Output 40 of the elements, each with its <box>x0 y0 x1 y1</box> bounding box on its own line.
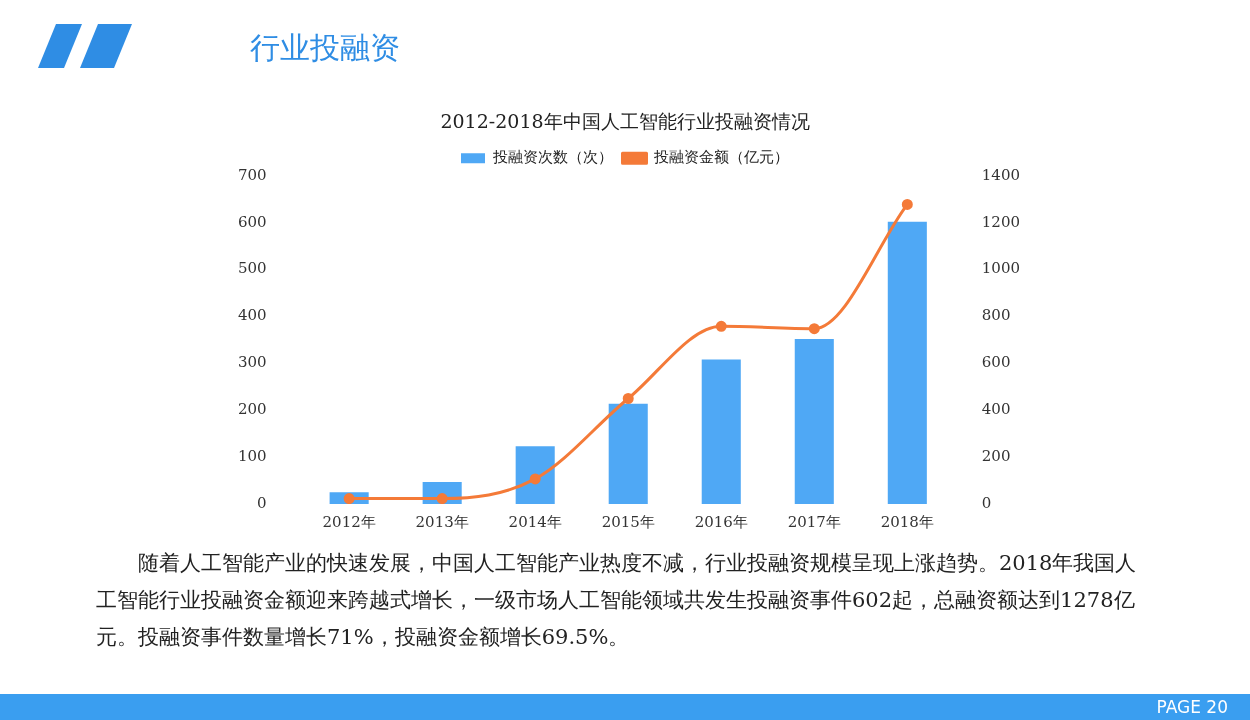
text: 随着人工智能产业的快速发展，中国人工智能产业热度不减，行业投融资规模呈现上涨趋势。2018年我国人工智能行业投融资金额迎来跨越式增长，一级市场人工智能领域共发生投融资事件602起，总融资额达到1278亿元。投融资事件数量增长71%，投融资金额增长69.5%。 <box>96 550 1138 651</box>
text: PAGE 20 <box>1156 697 1228 717</box>
point <box>715 320 727 332</box>
point <box>529 473 541 485</box>
y2-tick-label: 1200 <box>981 212 1021 231</box>
x-tick-label: 2018年 <box>880 512 934 531</box>
x-tick-label: 2017年 <box>787 512 841 531</box>
legend-label: 投融资次数（次） <box>491 148 613 167</box>
y-tick-label: 500 <box>237 259 267 278</box>
legend-label: 投融资金额（亿元） <box>653 148 789 167</box>
point <box>343 493 355 504</box>
y2-tick-label: 800 <box>981 306 1011 325</box>
y2-tick-label: 1000 <box>981 259 1021 278</box>
y-tick-label: 600 <box>237 212 267 231</box>
y2-tick-label: 400 <box>981 400 1011 419</box>
x-tick-label: 2015年 <box>601 512 655 531</box>
y-tick-label: 400 <box>237 306 267 325</box>
point <box>808 323 820 335</box>
x-tick-label: 2013年 <box>415 512 469 531</box>
point <box>901 198 913 210</box>
y2-tick-label: 200 <box>981 447 1011 465</box>
y2-tick-label: 1400 <box>981 165 1021 184</box>
y-tick-label: 700 <box>237 165 267 184</box>
x-tick-label: 2014年 <box>508 512 562 531</box>
chart-title: 2012-2018年中国人工智能行业投融资情况 <box>440 110 810 133</box>
y-tick-label: 300 <box>237 353 267 372</box>
bar <box>701 359 741 504</box>
y-tick-label: 100 <box>237 447 267 465</box>
chart-subtitle: 行业投融资 <box>250 29 400 67</box>
bar <box>608 403 648 504</box>
x-tick-label: 2016年 <box>694 512 748 531</box>
y2-tick-label: 0 <box>981 493 992 512</box>
x-tick-label: 2012年 <box>322 512 376 531</box>
y-tick-label: 0 <box>257 493 267 512</box>
point <box>622 393 634 405</box>
bar <box>794 338 834 504</box>
bar <box>887 221 927 504</box>
y-tick-label: 200 <box>237 400 267 419</box>
bar <box>515 446 555 504</box>
y2-tick-label: 600 <box>981 353 1011 372</box>
